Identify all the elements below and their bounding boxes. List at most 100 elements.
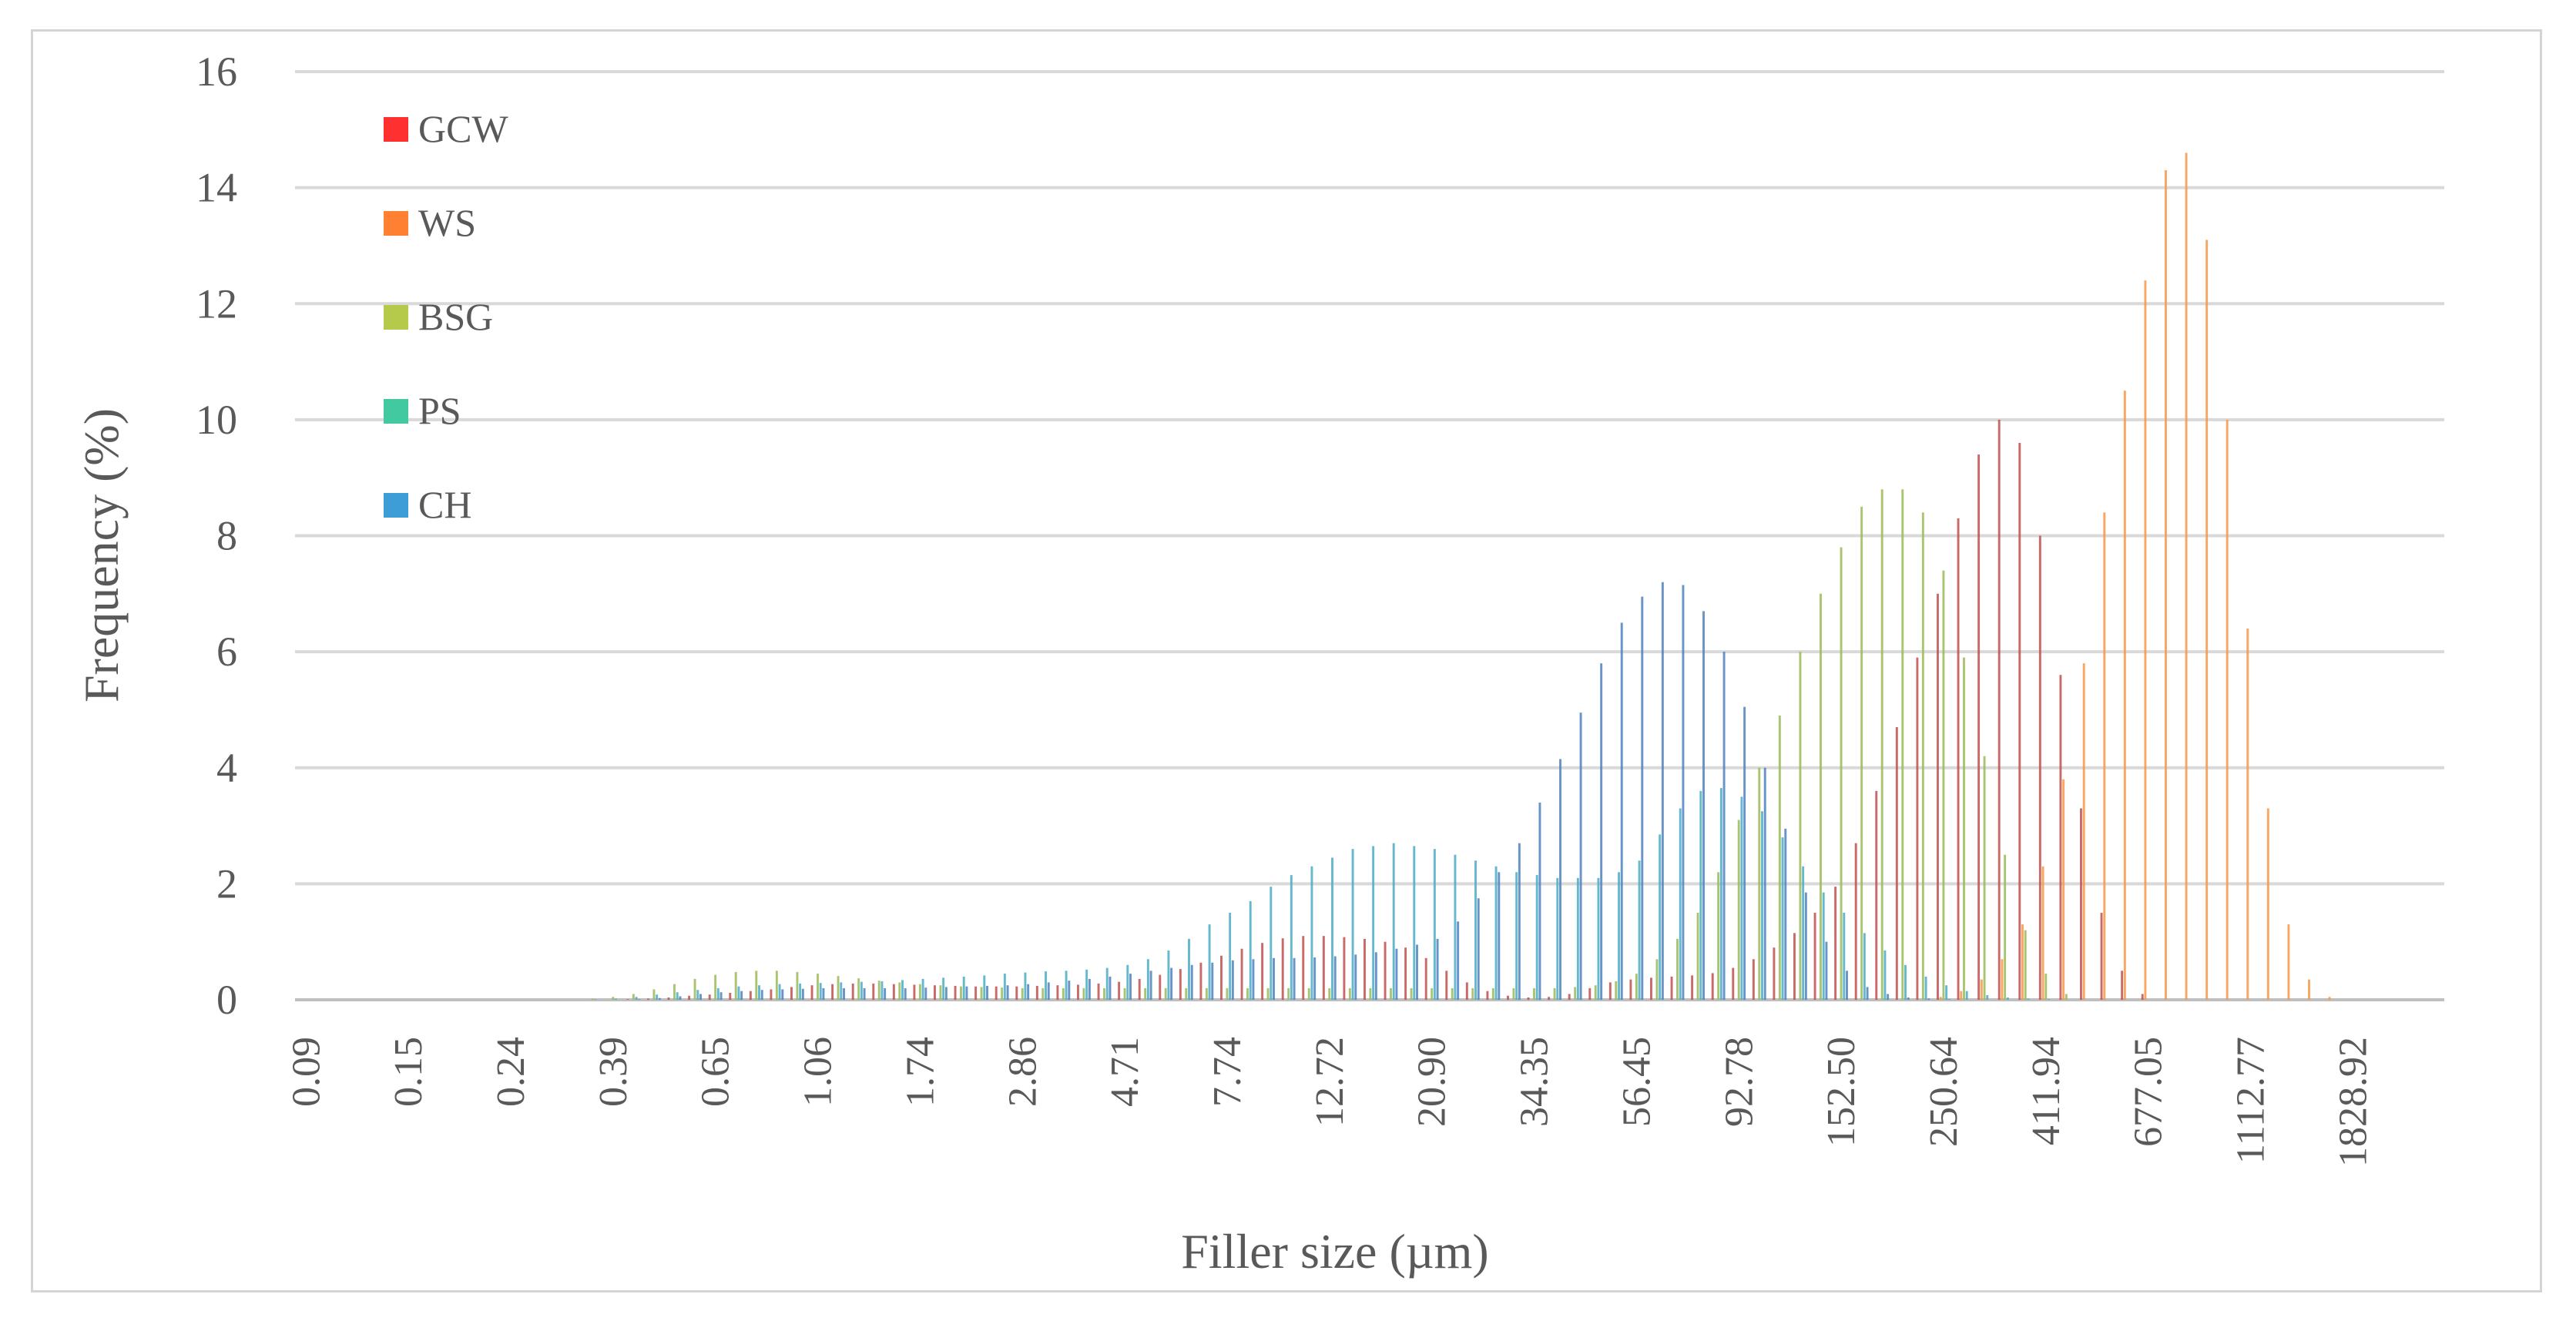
bar-gcw [1302,936,1305,1000]
bar-bsg [1205,987,1208,1000]
bar-ch [1129,974,1132,1000]
bar-ps [1310,866,1313,1000]
bar-bsg [734,971,737,1000]
bar-ps [1883,950,1887,1000]
bar-gcw [1424,957,1427,1000]
bar-bsg [693,978,696,1000]
bar-ws [2144,280,2147,1001]
bar-gcw [667,997,670,1000]
bar-bsg [1471,987,1474,1000]
y-axis-title: Frequency (%) [74,408,129,702]
bar-ps [1638,860,1641,1000]
bar-gcw [1097,983,1100,1000]
bar-ps [1392,843,1395,1000]
bar-gcw [790,987,793,1000]
bar-ps [737,986,740,1000]
bar-ps [1146,959,1149,1000]
bar-ps [942,977,945,1000]
y-tick-label: 12 [196,280,237,327]
bar-bsg [1778,715,1781,1000]
bar-ws [2021,924,2024,1000]
bar-ch [1559,759,1561,1000]
bar-gcw [1957,518,1960,1000]
bar-gcw [708,994,711,1000]
bar-ps [901,980,904,1000]
bar-bsg [1635,974,1638,1000]
bar-ws [2287,924,2290,1000]
legend-label-bsg: BSG [418,295,493,338]
bar-gcw [831,984,834,1000]
bar-bsg [652,989,656,1000]
bar-ch [863,987,866,1000]
bar-bsg [1369,987,1372,1000]
bar-gcw [1035,985,1038,1000]
bar-ch [1416,944,1418,1000]
x-tick-label: 2.86 [1001,1037,1045,1107]
bar-ps [676,992,679,1000]
bar-ps [860,981,863,1000]
bar-bsg [1041,987,1045,1000]
bar-gcw [1895,727,1898,1000]
bar-ch [1190,964,1193,1000]
bar-ps [983,975,986,1000]
bar-ch [781,989,784,1000]
bar-gcw [1916,657,1919,1000]
bar-gcw [1568,994,1571,1000]
bar-gcw [626,999,629,1000]
bar-bsg [1717,872,1720,1000]
bar-ch [1333,956,1337,1000]
bar-bsg [1001,987,1004,1000]
bar-bsg [980,987,983,1000]
bar-gcw [995,986,998,1000]
bar-ws [2246,629,2249,1000]
legend-swatch-gcw [384,117,408,142]
bar-ch [1027,984,1030,1000]
legend-label-ws: WS [418,201,476,244]
y-tick-label: 8 [216,513,237,559]
bar-bsg [1533,987,1535,1000]
bar-bsg [796,971,799,1000]
bar-ps [1618,872,1620,1000]
legend-swatch-bsg [384,305,408,330]
bar-bsg [837,976,840,1000]
bar-ws [2082,663,2085,1000]
bar-ws [2165,170,2167,1000]
bar-ps [778,984,781,1000]
bar-ch [904,987,907,1000]
bar-gcw [1793,933,1796,1000]
legend: GCW WS BSG PS CH [384,107,508,526]
bar-gcw [1445,971,1448,1000]
bar-ch [965,986,968,1000]
bars [591,153,2331,1001]
bar-bsg [591,998,594,1000]
bar-gcw [1629,979,1632,1000]
x-tick-label: 0.39 [592,1037,636,1107]
bar-ps [2027,998,2030,1000]
bar-ps [1167,950,1170,1000]
bar-ps [1679,808,1682,1000]
bar-bsg [2004,854,2007,1000]
bar-bsg [898,982,901,1000]
x-tick-label: 0.09 [284,1037,328,1107]
bar-ch [1620,622,1623,1000]
bar-gcw [647,998,649,1000]
bar-bsg [1820,593,1822,1000]
bar-ch [1784,828,1787,1000]
x-tick-label: 4.71 [1103,1037,1147,1107]
bar-ps [1924,976,1927,1001]
bar-ws [2266,808,2269,1000]
bar-ch [1047,982,1050,1000]
bar-bsg [1103,987,1105,1000]
legend-swatch-ps [384,399,408,424]
bar-gcw [1937,593,1939,1000]
bar-bsg [1799,652,1802,1001]
bar-gcw [1548,997,1551,1000]
bar-bsg [1655,959,1659,1000]
bar-ch [638,999,641,1000]
bar-ch [1907,997,1910,1000]
x-tick-label: 1.06 [797,1037,840,1107]
x-tick-label: 56.45 [1615,1037,1659,1127]
bar-gcw [1650,977,1652,1000]
bar-bsg [1553,987,1556,1000]
bar-ps [2048,999,2050,1000]
